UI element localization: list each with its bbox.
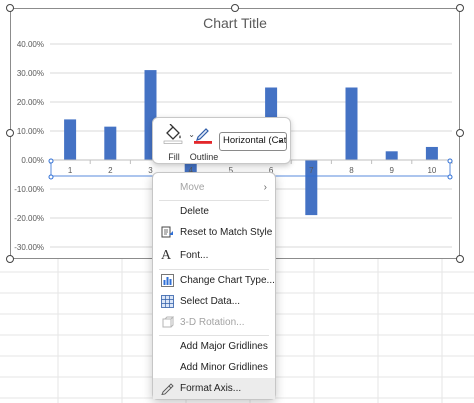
menu-item-add-major-gridlines[interactable]: Add Major Gridlines [180,341,268,352]
mini-toolbar: ⌄ Fill ⌄ Outline Horizontal (Cat ⌄ [152,117,291,164]
menu-separator [159,335,269,336]
resize-handle-top-left[interactable] [6,4,14,12]
axis-selection-handle-left-bottom[interactable] [48,174,54,180]
menu-item-delete[interactable]: Delete [180,206,209,217]
menu-item-add-minor-gridlines[interactable]: Add Minor Gridlines [180,362,268,373]
menu-item-3d-rotation: 3-D Rotation... [153,312,275,333]
reset-style-icon [161,226,173,238]
outline-label: Outline [189,152,219,162]
resize-handle-right[interactable] [456,129,464,137]
fill-dropdown-icon[interactable]: ⌄ [188,130,195,139]
menu-separator [159,200,269,201]
resize-handle-top-right[interactable] [456,4,464,12]
resize-handle-bottom-left[interactable] [6,255,14,263]
select-data-icon [161,295,174,308]
chart-element-select[interactable]: Horizontal (Cat ⌄ [219,132,287,151]
resize-handle-left[interactable] [6,129,14,137]
menu-item-select-data[interactable]: Select Data... [153,291,275,312]
fill-button[interactable]: ⌄ Fill [159,122,195,162]
pen-icon [194,128,212,144]
fill-label: Fill [168,152,180,162]
resize-handle-top[interactable] [231,4,239,12]
chevron-down-icon: ⌄ [277,135,284,144]
font-icon: A [161,248,172,263]
format-axis-icon [161,383,174,395]
chart-element-select-value: Horizontal (Cat [223,135,287,146]
rotation-icon [162,316,174,328]
outline-button[interactable]: ⌄ Outline [189,122,225,162]
menu-item-font[interactable]: A Font... [161,248,209,263]
menu-item-reset-to-match-style[interactable]: Reset to Match Style [153,222,275,243]
menu-item-format-axis[interactable]: Format Axis... [153,378,275,399]
axis-selection-handle-right[interactable] [447,158,453,164]
paint-bucket-icon [163,124,183,144]
chart-type-icon [161,274,174,287]
chevron-right-icon: › [263,182,267,193]
menu-separator [159,269,269,270]
menu-item-change-chart-type[interactable]: Change Chart Type... [153,270,275,291]
axis-selection-handle-right-bottom[interactable] [447,174,453,180]
axis-selection-handle-left[interactable] [48,158,54,164]
chart-title[interactable]: Chart Title [203,15,267,31]
resize-handle-bottom-right[interactable] [456,255,464,263]
menu-item-move: Move › [153,177,275,198]
context-menu: Move › Delete Reset to Match Style A Fon… [152,172,276,400]
